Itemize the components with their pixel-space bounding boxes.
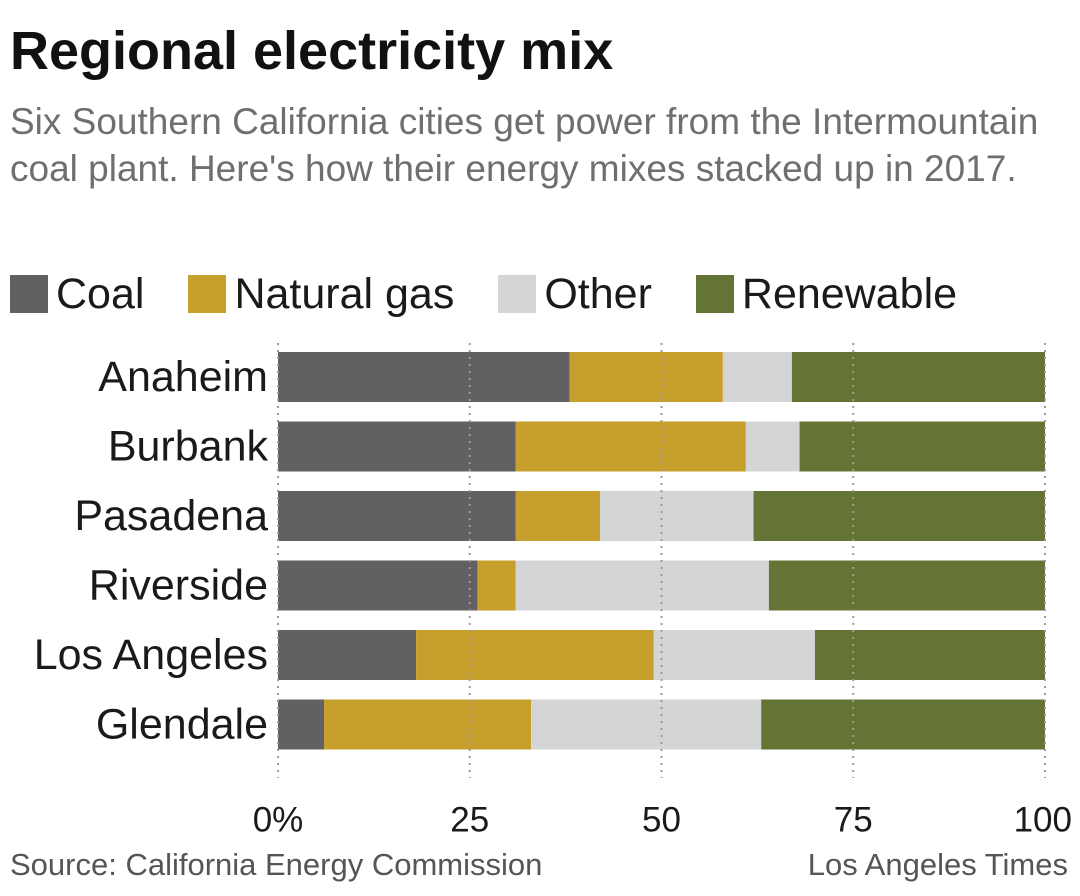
legend-swatch-renewable: [695, 275, 734, 313]
source-note: Source: California Energy Commission: [10, 847, 543, 882]
legend: Coal Natural gas Other Renewable: [10, 268, 957, 320]
bar-anaheim-other: [722, 352, 792, 402]
bar-burbank-renewable: [799, 421, 1045, 472]
bar-los-angeles-other: [653, 630, 815, 680]
bar-pasadena-natural-gas: [515, 491, 601, 541]
bar-los-angeles-coal: [278, 630, 417, 680]
bar-burbank-other: [745, 421, 800, 472]
bar-pasadena-coal: [278, 491, 516, 541]
category-label: Burbank: [108, 423, 269, 471]
category-label: Los Angeles: [34, 631, 268, 679]
bar-anaheim-renewable: [791, 352, 1045, 402]
legend-swatch-other: [498, 275, 537, 313]
x-tick-label: 100: [1014, 801, 1072, 840]
bar-pasadena-renewable: [753, 491, 1045, 541]
bar-anaheim-natural-gas: [569, 352, 723, 402]
legend-label-coal: Coal: [56, 270, 145, 318]
legend-item-natural-gas: Natural gas: [188, 268, 454, 320]
bar-glendale-natural-gas: [324, 699, 532, 750]
x-tick-label: 50: [642, 801, 681, 840]
bar-los-angeles-renewable: [814, 630, 1045, 680]
x-tick-label: 0%: [253, 801, 304, 840]
bar-glendale-renewable: [761, 699, 1045, 750]
legend-label-renewable: Renewable: [741, 270, 958, 318]
bar-burbank-natural-gas: [515, 421, 746, 472]
category-label: Anaheim: [98, 353, 268, 401]
legend-label-natural-gas: Natural gas: [234, 270, 455, 318]
x-tick-label: 25: [450, 801, 489, 840]
bar-riverside-natural-gas: [477, 560, 516, 611]
bar-riverside-coal: [278, 560, 478, 611]
legend-swatch-coal: [10, 275, 48, 313]
legend-swatch-natural-gas: [188, 275, 227, 313]
category-label: Pasadena: [74, 492, 268, 540]
bar-riverside-renewable: [768, 560, 1045, 611]
legend-label-other: Other: [544, 270, 652, 318]
chart-subtitle: Six Southern California cities get power…: [10, 101, 1039, 189]
bar-riverside-other: [515, 560, 769, 611]
bar-pasadena-other: [600, 491, 754, 541]
bar-anaheim-coal: [278, 352, 570, 402]
category-label: Glendale: [96, 701, 268, 749]
legend-item-other: Other: [498, 268, 652, 320]
x-tick-label: 75: [834, 801, 873, 840]
bar-glendale-other: [531, 699, 762, 750]
legend-item-renewable: Renewable: [695, 268, 958, 320]
chart-title: Regional electricity mix: [10, 21, 614, 81]
bar-burbank-coal: [278, 421, 516, 472]
bar-glendale-coal: [278, 699, 325, 750]
publisher-credit: Los Angeles Times: [807, 847, 1068, 882]
bar-los-angeles-natural-gas: [416, 630, 654, 680]
legend-item-coal: Coal: [10, 268, 144, 320]
category-label: Riverside: [89, 562, 268, 610]
